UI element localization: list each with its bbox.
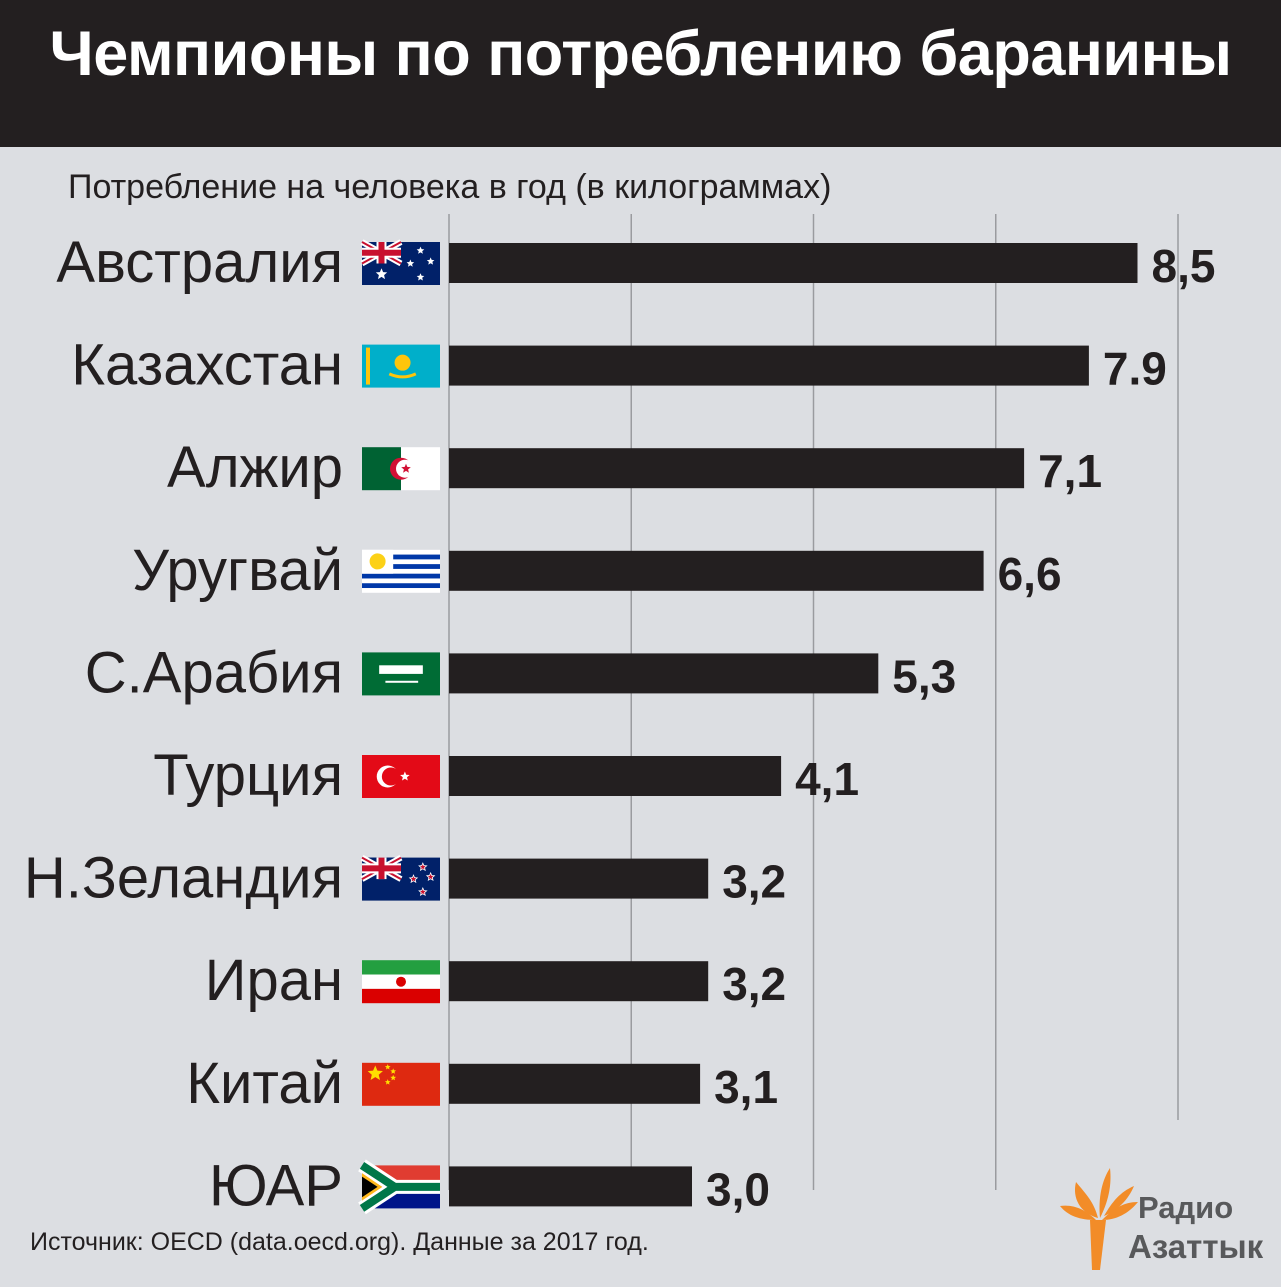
logo-text-line2: Азаттык [1128, 1228, 1264, 1265]
data-label: 4,1 [795, 753, 859, 805]
kazakhstan-flag-icon [362, 344, 440, 388]
bar [449, 1063, 701, 1104]
category-label: Уругвай [132, 538, 343, 603]
data-label: 5,3 [892, 650, 956, 702]
bar [449, 243, 1138, 283]
new-zealand-flag-icon [360, 854, 440, 901]
iran-flag-icon [362, 960, 440, 1004]
bar [449, 1166, 692, 1207]
category-label: Н.Зеландия [24, 846, 343, 911]
bar [449, 448, 1025, 489]
title-bar: Чемпионы по потреблению баранины [0, 0, 1281, 147]
category-label: С.Арабия [85, 640, 343, 705]
algeria-flag-icon [362, 447, 440, 491]
uruguay-flag-icon [362, 549, 440, 593]
australia-flag-icon [360, 239, 440, 285]
chart-subtitle: Потребление на человека в год (в килогра… [68, 168, 832, 206]
category-label: ЮАР [209, 1153, 343, 1218]
data-label: 7,1 [1038, 445, 1102, 497]
data-label: 3,2 [722, 958, 786, 1010]
data-label: 7.9 [1103, 343, 1167, 395]
saudi-arabia-flag-icon [362, 652, 440, 696]
south-africa-flag-icon [358, 1159, 440, 1215]
radio-azattyk-logo-icon [1060, 1168, 1138, 1270]
category-label: Китай [186, 1051, 343, 1116]
category-label: Алжир [167, 435, 343, 500]
china-flag-icon [362, 1062, 440, 1106]
bar [449, 961, 709, 1002]
category-label: Австралия [56, 230, 343, 295]
chart-title: Чемпионы по потреблению баранины [49, 19, 1232, 89]
turkey-flag-icon [362, 755, 440, 798]
category-label: Турция [153, 743, 343, 808]
bar [449, 756, 782, 796]
category-label: Иран [205, 948, 343, 1013]
bar [449, 653, 879, 694]
bar [449, 345, 1089, 386]
logo-text-line1: Радио [1138, 1190, 1234, 1225]
bars [449, 243, 1138, 1207]
category-label: Казахстан [71, 333, 343, 398]
data-label: 3,2 [722, 856, 786, 908]
data-label: 8,5 [1152, 240, 1216, 292]
source-note: Источник: OECD (data.oecd.org). Данные з… [30, 1228, 649, 1256]
data-label: 3,1 [714, 1061, 778, 1113]
bar [449, 550, 984, 591]
bar [449, 858, 709, 899]
data-label: 6,6 [998, 548, 1062, 600]
data-label: 3,0 [706, 1163, 770, 1215]
